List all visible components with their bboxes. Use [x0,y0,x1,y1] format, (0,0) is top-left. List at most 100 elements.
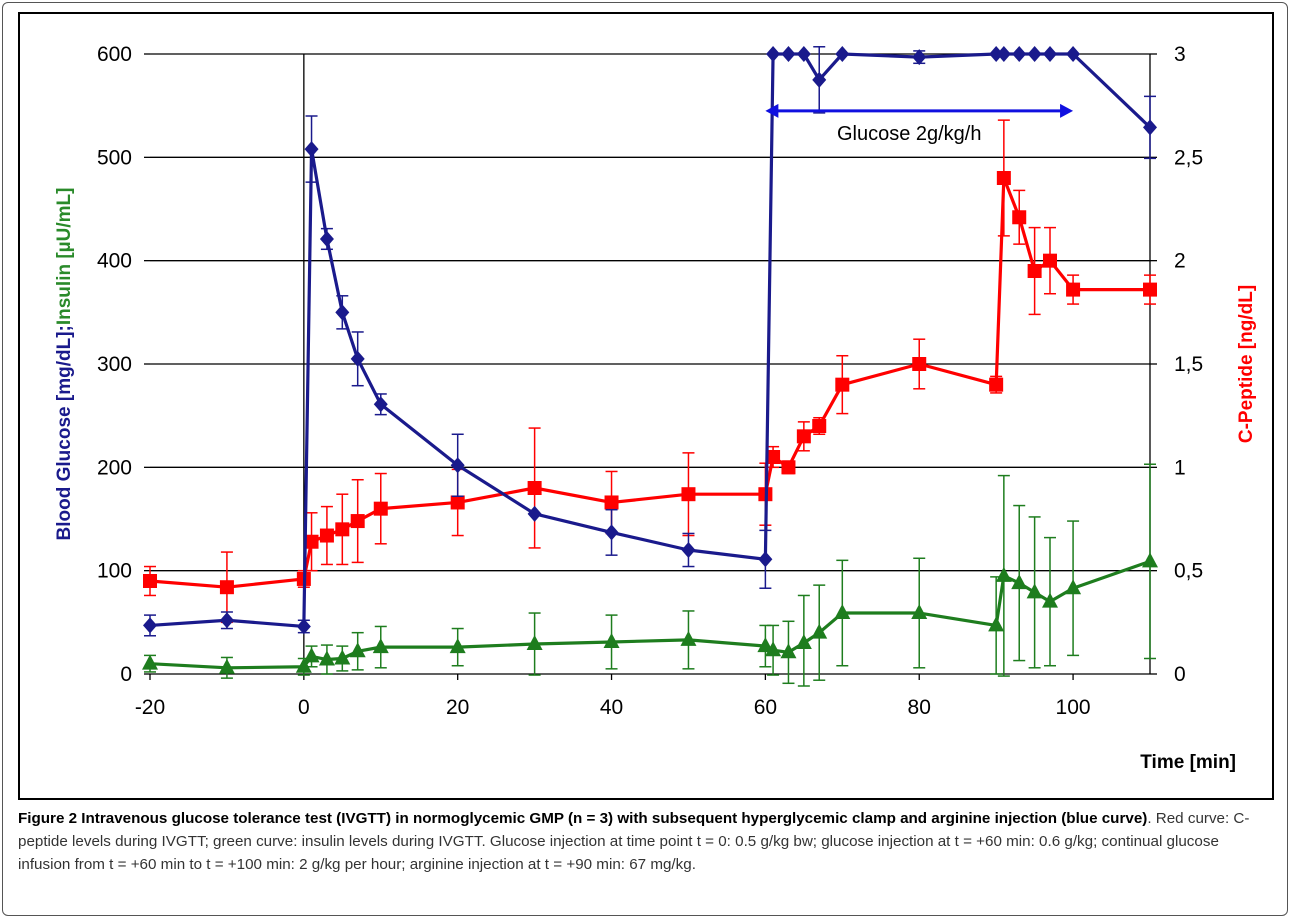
y-right-tick-label: 0 [1174,663,1186,686]
insulin-point [834,604,851,620]
cpeptide-point [143,574,157,588]
cpeptide-point [912,357,927,371]
glucose-point [812,71,827,88]
glucose-point [1143,119,1157,136]
annotation: Glucose 2g/kg/h [765,103,1074,145]
cpeptide-series [143,119,1157,624]
cpeptide-point [781,460,796,475]
x-tick-label: 60 [754,696,777,719]
series [142,46,1158,687]
glucose-line [149,52,1152,629]
glucose-point [350,350,365,367]
glucose-point [796,46,811,62]
insulin-point [988,616,1005,632]
insulin-point [1026,583,1043,599]
insulin-point [526,635,543,651]
cpeptide-point [373,501,388,516]
y-right-tick-label: 3 [1174,43,1186,66]
glucose-point [319,230,334,247]
cpeptide-point [527,481,542,495]
cpeptide-point [989,377,1004,392]
glucose-point [766,46,781,62]
arrowhead-left [765,103,779,118]
x-axis-title: Time [min] [1140,752,1236,773]
x-tick-label: 40 [600,696,623,719]
y-axis-left-title-insulin: Insulin [µU/mL] [54,188,75,326]
glucose-point [1027,46,1042,62]
x-tick-label: 80 [908,696,931,719]
insulin-point [1042,592,1058,608]
glucose-point [527,505,542,522]
x-tick-label: 0 [298,696,310,719]
y-left-tick-label: 400 [97,250,132,273]
y-right-tick-label: 1,5 [1174,353,1203,376]
insulin-point [780,643,797,659]
insulin-point [1065,579,1082,595]
glucose-point [1043,46,1057,62]
cpeptide-point [604,495,619,510]
insulin-point [318,650,335,666]
y-left-tick-label: 200 [97,456,132,479]
y-axis-left-title-glucose: Blood Glucose [mg/dL]; [54,325,75,540]
glucose-point [335,304,350,321]
cpeptide-point [350,514,365,529]
y-axis-right-title: C-Peptide [ng/dL] [1236,285,1257,443]
cpeptide-point [1027,264,1042,278]
insulin-point [603,632,620,648]
insulin-point [1142,552,1158,568]
insulin-point [680,630,697,646]
insulin-point [1011,574,1028,590]
glucose-point [681,542,696,558]
y-axis-left-title: Blood Glucose [mg/dL];Insulin [µU/mL] [54,188,75,541]
insulin-point [303,647,320,663]
y-left-tick-label: 500 [97,146,132,169]
cpeptide-point [1012,210,1027,225]
glucose-point [758,551,773,568]
insulin-point [995,566,1012,582]
glucose-point [450,457,465,474]
y-left-tick-label: 0 [120,663,132,686]
glucose-point [143,617,157,634]
insulin-point [449,638,466,654]
glucose-point [996,46,1011,62]
glucose-point [304,141,319,158]
cpeptide-point [681,487,696,502]
glucose-point [296,618,311,635]
insulin-point [911,604,928,620]
cpeptide-point [1043,253,1057,268]
insulin-point [295,657,312,673]
cpeptide-point [1066,282,1081,297]
insulin-point [811,623,828,639]
y-right-tick-label: 1 [1174,456,1186,479]
glucose-point [835,46,850,62]
arrowhead-right [1060,103,1074,118]
cpeptide-point [996,171,1011,185]
insulin-point [795,634,812,649]
y-right-tick-label: 2 [1174,250,1186,273]
cpeptide-point [1143,282,1157,297]
insulin-point [765,641,782,657]
insulin-point [334,649,351,665]
insulin-point [349,642,366,658]
glucose-point [219,612,234,629]
insulin-point [218,658,235,674]
y-right-tick-label: 2,5 [1174,146,1203,169]
glucose-series [143,46,1157,637]
y-left-tick-label: 300 [97,353,132,376]
figure-caption: Figure 2 Intravenous glucose tolerance t… [18,807,1274,876]
caption-title: Intravenous glucose tolerance test (IVGT… [77,810,1148,827]
cpeptide-point [304,534,319,549]
cpeptide-point [812,419,827,433]
cpeptide-point [219,580,234,595]
insulin-point [142,654,158,670]
cpeptide-point [319,528,334,543]
x-tick-label: 20 [446,696,469,719]
glucose-point [604,524,619,541]
x-tick-label: 100 [1056,696,1091,719]
cpeptide-point [835,377,850,392]
insulin-series [142,463,1158,687]
y-left-tick-label: 100 [97,560,132,583]
